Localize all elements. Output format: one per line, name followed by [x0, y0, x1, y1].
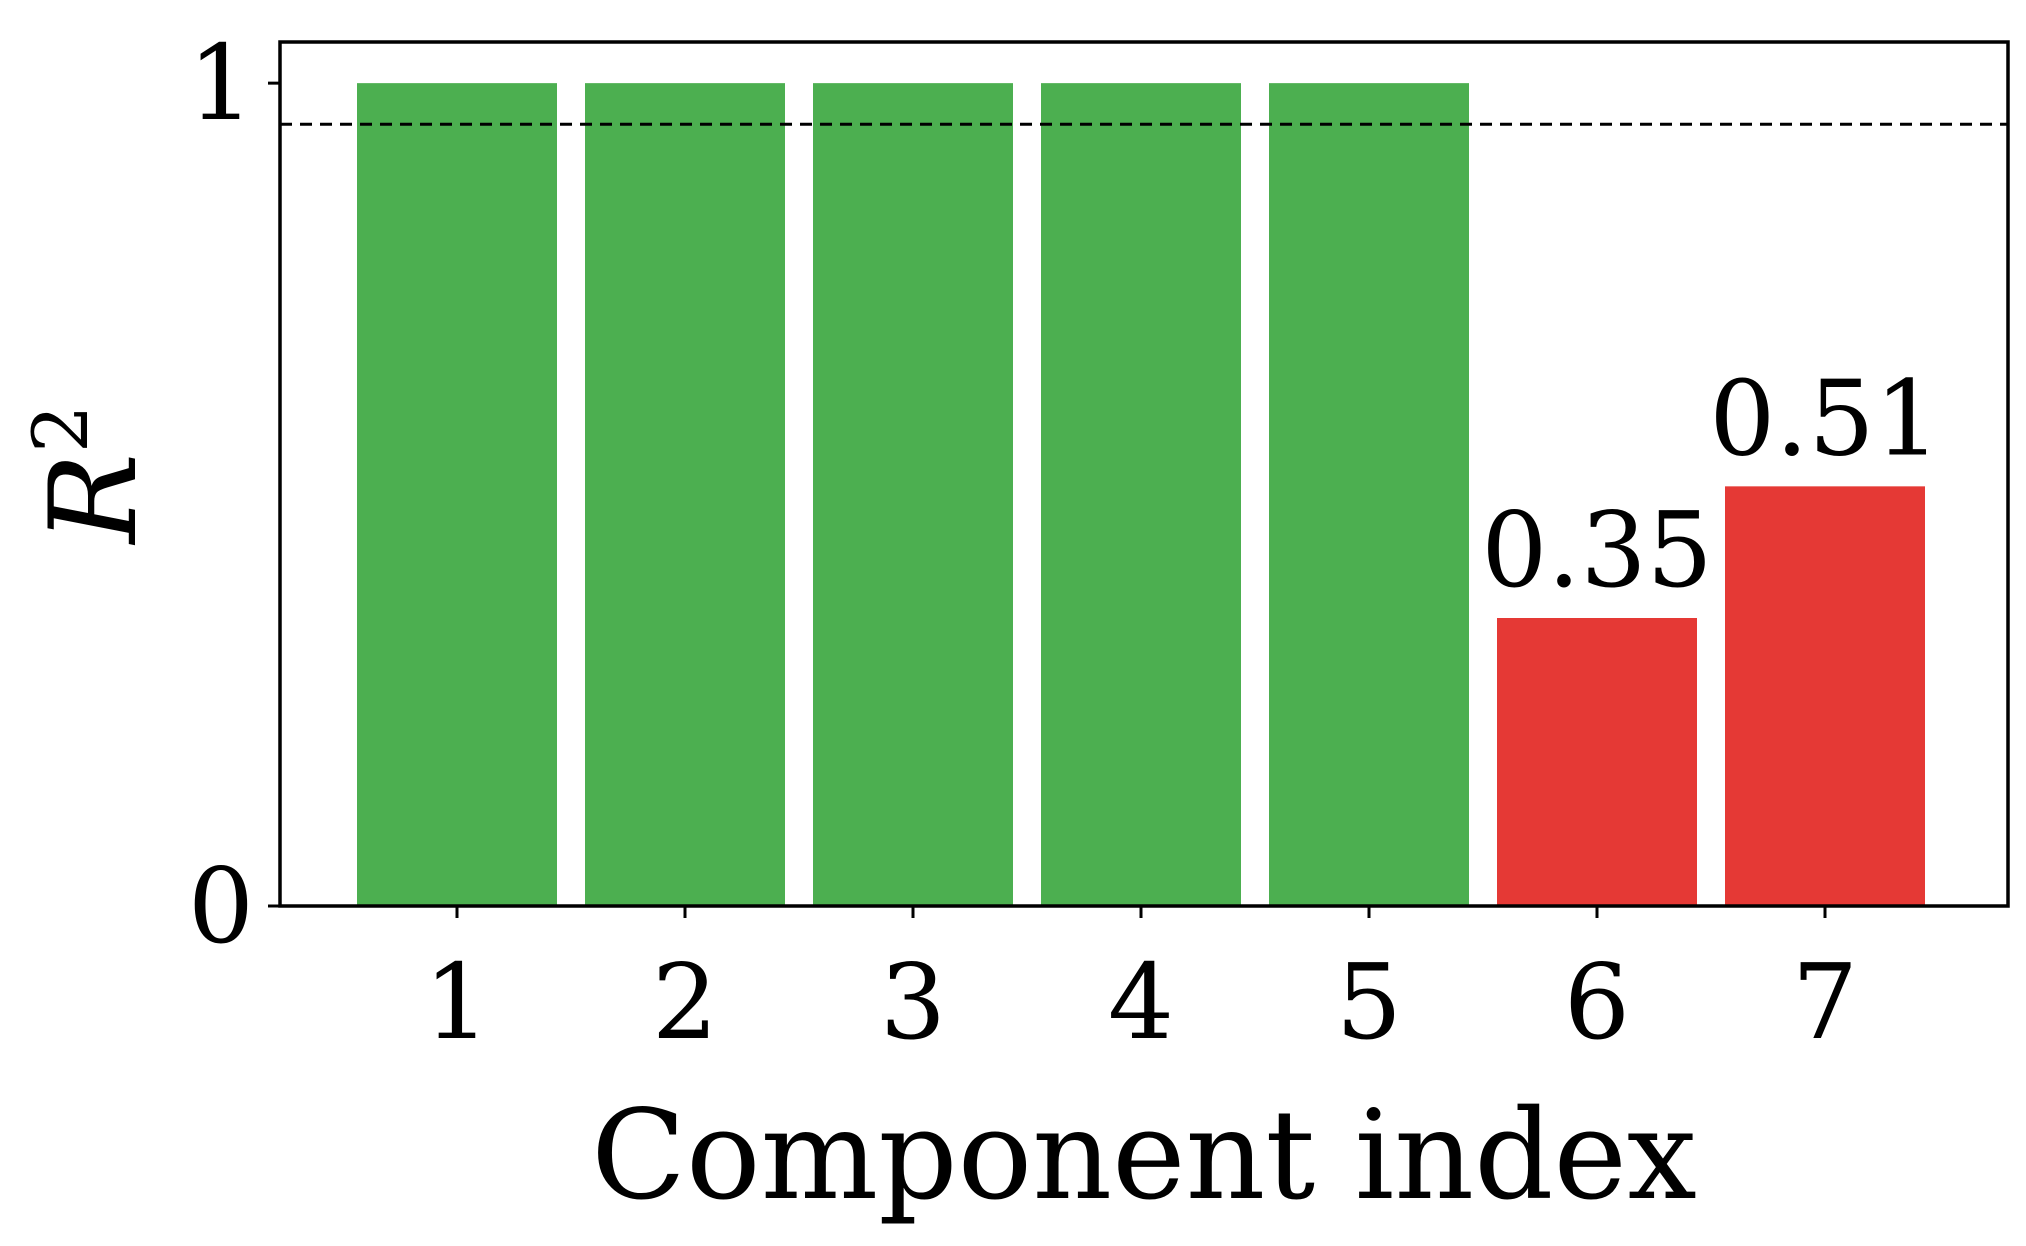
bars-group: [357, 83, 1925, 906]
x-tick-label-2: 2: [652, 941, 718, 1063]
y-axis-label-superscript: 2: [16, 405, 105, 453]
y-tick-label-0: 0: [188, 845, 254, 967]
x-axis-label: Component index: [591, 1084, 1697, 1228]
y-axis-label: R2: [16, 405, 164, 546]
x-tick-label-6: 6: [1564, 941, 1630, 1063]
x-tick-label-4: 4: [1108, 941, 1174, 1063]
plot-frame: [278, 40, 2010, 908]
x-tick-label-7: 7: [1792, 941, 1858, 1063]
bar-4: [1041, 83, 1241, 906]
x-tick-label-3: 3: [880, 941, 946, 1063]
bar-6: [1497, 618, 1697, 906]
y-tick-label-1: 1: [188, 22, 254, 144]
bar-3: [813, 83, 1013, 906]
bar-7: [1725, 486, 1925, 906]
data-label-6: 0.35: [1481, 489, 1713, 611]
y-axis-label-base: R: [25, 453, 164, 545]
y-ticks-group: 01: [188, 22, 280, 967]
x-tick-label-5: 5: [1336, 941, 1402, 1063]
bar-2: [585, 83, 785, 906]
data-labels-group: 0.350.51: [1481, 357, 1941, 611]
bar-5: [1269, 83, 1469, 906]
x-ticks-group: 1 2 3 4 5 6 7: [424, 906, 1858, 1063]
bar-1: [357, 83, 557, 906]
data-label-7: 0.51: [1709, 357, 1941, 479]
x-tick-label-1: 1: [424, 941, 490, 1063]
